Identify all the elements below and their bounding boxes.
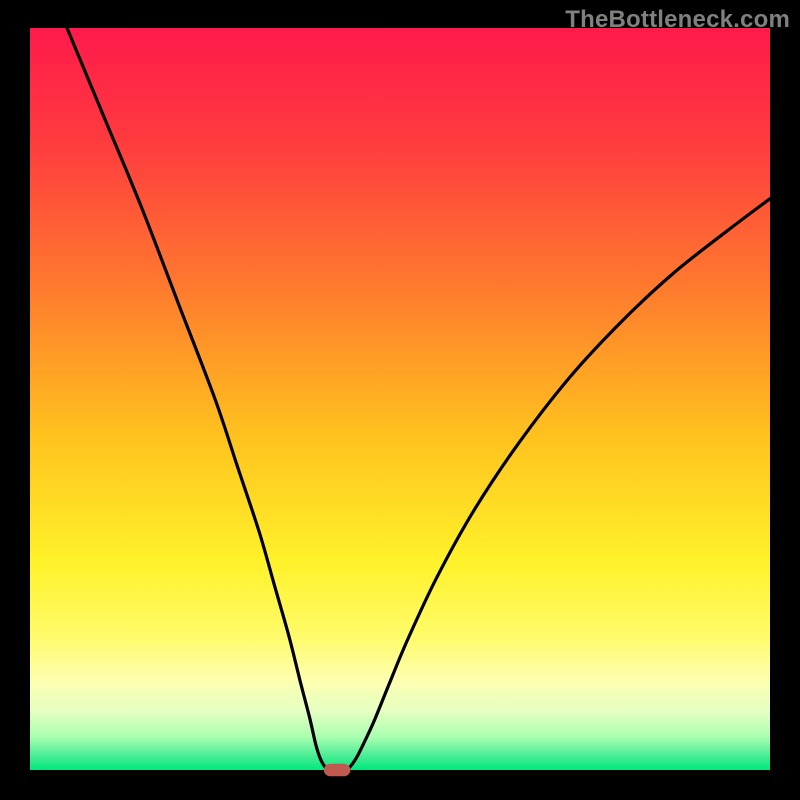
watermark-text: TheBottleneck.com — [565, 6, 790, 34]
chart-stage: TheBottleneck.com — [0, 0, 800, 800]
optimal-point-marker — [324, 764, 351, 777]
bottleneck-chart — [0, 0, 800, 800]
